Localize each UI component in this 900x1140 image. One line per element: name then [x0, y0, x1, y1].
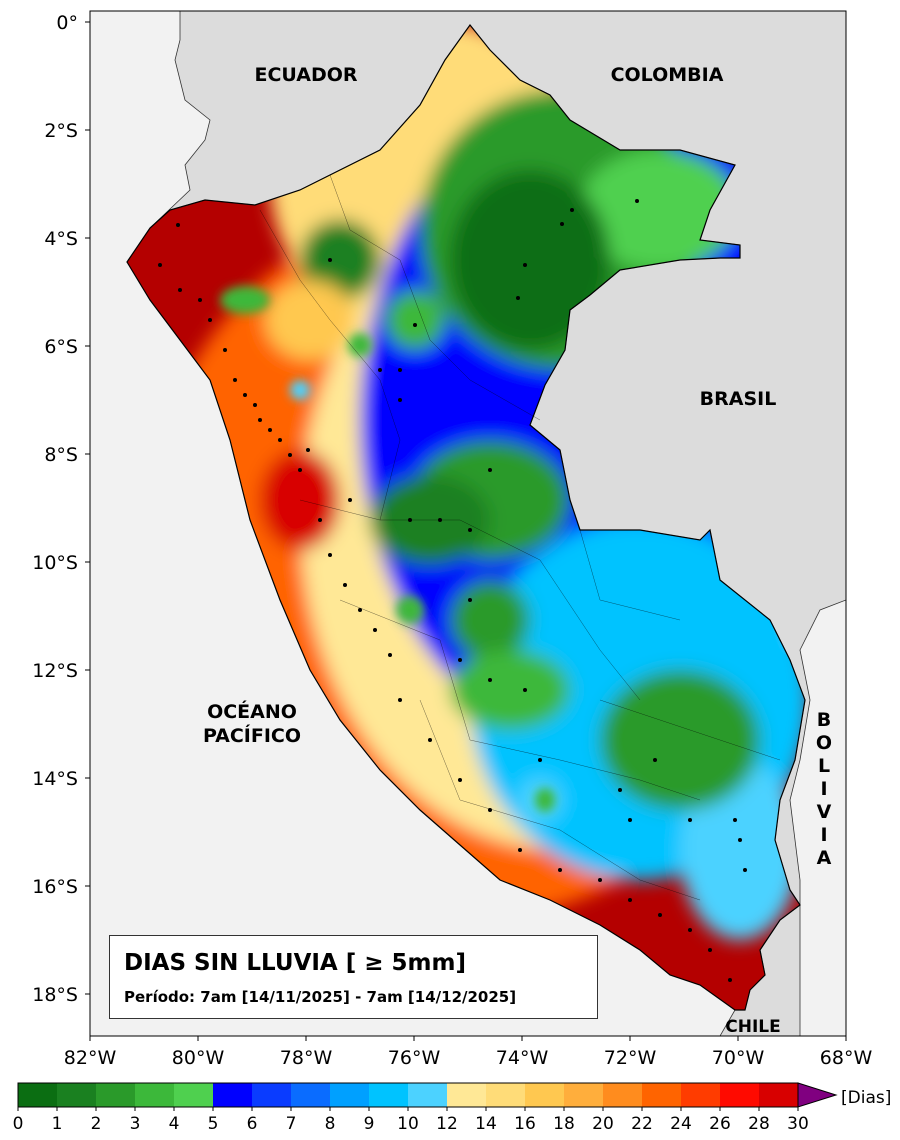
x-tick-label: 78°W	[280, 1047, 333, 1069]
label-oceano: OCÉANO	[207, 700, 297, 723]
bolivia-letter: I	[820, 824, 827, 846]
y-tick-label: 4°S	[44, 228, 78, 250]
bolivia-letter: B	[817, 709, 831, 731]
title-box: DIAS SIN LLUVIA [ ≥ 5mm] Período: 7am [1…	[109, 935, 598, 1019]
colorbar-tick-label: 14	[475, 1114, 497, 1134]
bolivia-letter: I	[820, 778, 827, 800]
colorbar-swatch	[57, 1083, 96, 1107]
colorbar-swatch	[408, 1083, 447, 1107]
colorbar-swatch	[252, 1083, 291, 1107]
colorbar-tick-label: 9	[364, 1114, 375, 1134]
colorbar-swatch	[213, 1083, 252, 1107]
colorbar-tick-label: 6	[247, 1114, 258, 1134]
colorbar-swatch	[369, 1083, 408, 1107]
label-ecuador: ECUADOR	[254, 64, 357, 86]
bolivia-letter: A	[817, 847, 832, 869]
colorbar-tick-label: 5	[208, 1114, 219, 1134]
station-dots	[158, 199, 747, 982]
y-axis: 0° 2°S 4°S 6°S 8°S 10°S 12°S 14°S 16°S 18°S	[32, 12, 90, 1006]
colorbar-tick-label: 4	[169, 1114, 180, 1134]
colorbar-tick-label: 18	[553, 1114, 575, 1134]
bolivia-letter: L	[818, 755, 830, 777]
y-tick-label: 14°S	[32, 768, 78, 790]
colorbar-tick-label: 7	[286, 1114, 297, 1134]
colorbar-swatch	[486, 1083, 525, 1107]
colorbar: 0 1 2 3 4 5 6 7 8 9 10 12 14 16 18 20 22 24 26 28 30	[13, 1082, 838, 1134]
label-pacifico: PACÍFICO	[203, 724, 301, 747]
colorbar-extend-arrow	[797, 1082, 838, 1108]
colorbar-tick-label: 16	[514, 1114, 536, 1134]
colorbar-swatch	[174, 1083, 213, 1107]
colorbar-swatch	[564, 1083, 603, 1107]
colorbar-tick-label: 8	[325, 1114, 336, 1134]
map-period: Período: 7am [14/11/2025] - 7am [14/12/2…	[124, 988, 517, 1006]
colorbar-tick-label: 22	[631, 1114, 653, 1134]
colorbar-tick-label: 24	[670, 1114, 692, 1134]
label-colombia: COLOMBIA	[611, 64, 724, 86]
colorbar-swatch	[720, 1083, 759, 1107]
colorbar-swatch	[603, 1083, 642, 1107]
y-tick-label: 10°S	[32, 552, 78, 574]
colorbar-swatch	[18, 1083, 57, 1107]
colorbar-tick-label: 12	[436, 1114, 458, 1134]
y-tick-label: 6°S	[44, 336, 78, 358]
y-tick-label: 16°S	[32, 876, 78, 898]
y-tick-label: 0°	[56, 12, 78, 34]
colorbar-swatch	[291, 1083, 330, 1107]
x-axis: 82°W 80°W 78°W 76°W 74°W 72°W 70°W 68°W	[64, 1036, 873, 1069]
x-tick-label: 70°W	[712, 1047, 765, 1069]
peru-outline	[126, 24, 806, 1011]
department-borders	[259, 174, 781, 901]
x-tick-label: 82°W	[64, 1047, 117, 1069]
x-tick-label: 72°W	[604, 1047, 657, 1069]
colorbar-swatch	[96, 1083, 135, 1107]
colorbar-tick-label: 28	[748, 1114, 770, 1134]
colorbar-swatch	[135, 1083, 174, 1107]
colorbar-swatch	[681, 1083, 720, 1107]
bolivia-letter: V	[817, 801, 832, 823]
y-tick-label: 18°S	[32, 984, 78, 1006]
x-tick-label: 80°W	[172, 1047, 225, 1069]
map-frame	[89, 10, 847, 1037]
map-title: DIAS SIN LLUVIA [ ≥ 5mm]	[124, 950, 466, 976]
label-chile: CHILE	[725, 1017, 780, 1037]
colorbar-swatch	[642, 1083, 681, 1107]
label-brasil: BRASIL	[700, 388, 777, 410]
colorbar-tick-label: 30	[787, 1114, 809, 1134]
colorbar-swatch	[759, 1083, 798, 1107]
bolivia-letter: O	[816, 732, 832, 754]
y-tick-label: 2°S	[44, 120, 78, 142]
colorbar-tick-label: 3	[130, 1114, 141, 1134]
colorbar-swatch	[525, 1083, 564, 1107]
colorbar-tick-label: 0	[13, 1114, 24, 1134]
y-tick-label: 8°S	[44, 444, 78, 466]
colorbar-unit: [Dias]	[841, 1088, 891, 1108]
x-tick-label: 74°W	[496, 1047, 549, 1069]
colorbar-tick-label: 20	[592, 1114, 614, 1134]
colorbar-swatch	[447, 1083, 486, 1107]
colorbar-tick-label: 2	[91, 1114, 102, 1134]
y-tick-label: 12°S	[32, 660, 78, 682]
colorbar-tick-label: 1	[52, 1114, 63, 1134]
x-tick-label: 76°W	[388, 1047, 441, 1069]
colorbar-tick-label: 26	[709, 1114, 731, 1134]
x-tick-label: 68°W	[820, 1047, 873, 1069]
colorbar-swatch	[330, 1083, 369, 1107]
colorbar-tick-label: 10	[397, 1114, 419, 1134]
